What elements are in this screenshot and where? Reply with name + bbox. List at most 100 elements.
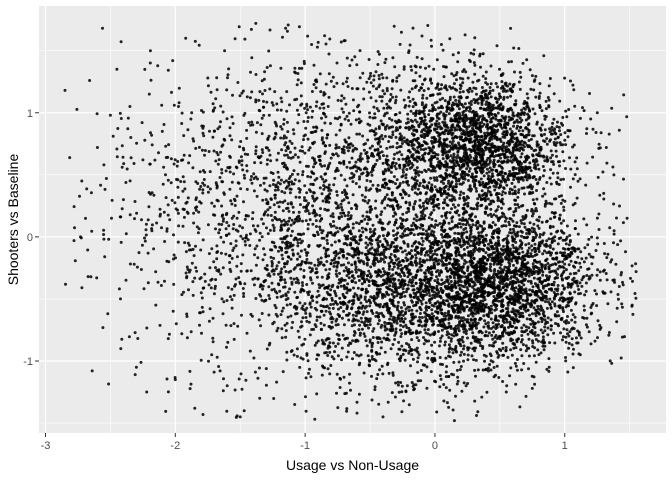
data-point	[510, 301, 514, 305]
data-point	[352, 351, 356, 354]
data-point	[480, 103, 484, 106]
data-point	[576, 284, 580, 288]
data-point	[531, 154, 535, 158]
data-point	[482, 325, 486, 329]
data-point	[512, 132, 516, 136]
data-point	[569, 185, 572, 189]
data-point	[430, 312, 434, 316]
data-point	[556, 120, 559, 124]
data-point	[421, 96, 425, 100]
data-point	[619, 239, 623, 243]
data-point	[459, 316, 463, 320]
data-point	[416, 371, 420, 375]
data-point	[285, 303, 289, 307]
data-point	[540, 109, 544, 113]
data-point	[590, 303, 594, 307]
data-point	[454, 333, 458, 337]
data-point	[418, 257, 422, 261]
data-point	[472, 243, 476, 247]
data-point	[634, 262, 638, 266]
data-point	[399, 323, 403, 327]
data-point	[448, 140, 452, 144]
data-point	[582, 217, 586, 221]
data-point	[512, 114, 516, 118]
data-point	[489, 95, 493, 99]
data-point	[531, 262, 535, 266]
data-point	[290, 326, 294, 330]
data-point	[456, 146, 460, 150]
data-point	[542, 139, 545, 143]
data-point	[444, 370, 448, 374]
data-point	[537, 250, 541, 253]
data-point	[490, 245, 494, 249]
data-point	[522, 268, 526, 272]
data-point	[482, 108, 486, 112]
data-point	[211, 336, 215, 340]
data-point	[550, 128, 554, 132]
data-point	[457, 203, 460, 207]
data-point	[315, 318, 319, 322]
data-point	[495, 337, 499, 341]
data-point	[386, 243, 390, 247]
data-point	[452, 152, 456, 156]
data-point	[452, 196, 456, 199]
data-point	[364, 339, 368, 343]
data-point	[543, 117, 547, 121]
data-point	[473, 167, 477, 171]
data-point	[513, 185, 517, 189]
data-point	[513, 361, 517, 365]
data-point	[511, 111, 515, 115]
data-point	[454, 102, 458, 106]
data-point	[538, 82, 542, 86]
data-point	[455, 156, 459, 160]
data-point	[433, 352, 437, 356]
data-point	[624, 250, 627, 254]
data-point	[366, 138, 370, 142]
data-point	[594, 131, 598, 134]
data-point	[324, 309, 328, 313]
data-point	[450, 306, 454, 310]
data-point	[435, 410, 439, 414]
data-point	[459, 324, 463, 328]
data-point	[543, 128, 547, 132]
data-point	[435, 275, 438, 279]
data-point	[534, 148, 538, 152]
data-point	[598, 278, 602, 282]
scatter-points	[63, 21, 638, 423]
data-point	[602, 242, 606, 245]
data-point	[490, 256, 494, 260]
data-point	[539, 240, 543, 244]
data-point	[442, 147, 446, 151]
plot-panel	[39, 6, 666, 433]
data-point	[540, 123, 544, 127]
data-point	[606, 252, 610, 256]
data-point	[529, 87, 533, 91]
data-point	[482, 314, 486, 318]
data-point	[395, 151, 399, 155]
data-point	[602, 197, 606, 201]
data-point	[585, 127, 589, 131]
data-point	[313, 306, 317, 310]
data-point	[468, 86, 472, 90]
data-point	[521, 148, 525, 152]
data-point	[525, 328, 529, 332]
data-point	[451, 169, 455, 173]
data-point	[508, 170, 512, 173]
data-point	[543, 279, 546, 282]
data-point	[442, 138, 446, 142]
data-point	[442, 248, 446, 252]
data-point	[508, 87, 512, 91]
data-point	[428, 294, 432, 298]
data-point	[527, 232, 531, 236]
data-point	[410, 244, 414, 248]
data-point	[411, 221, 415, 225]
data-point	[538, 127, 542, 131]
data-point	[410, 322, 414, 326]
data-point	[496, 178, 500, 182]
data-point	[573, 104, 577, 108]
data-point	[345, 407, 349, 411]
data-point	[453, 205, 457, 209]
data-point	[400, 344, 404, 348]
data-point	[469, 317, 473, 321]
data-point	[545, 284, 549, 287]
